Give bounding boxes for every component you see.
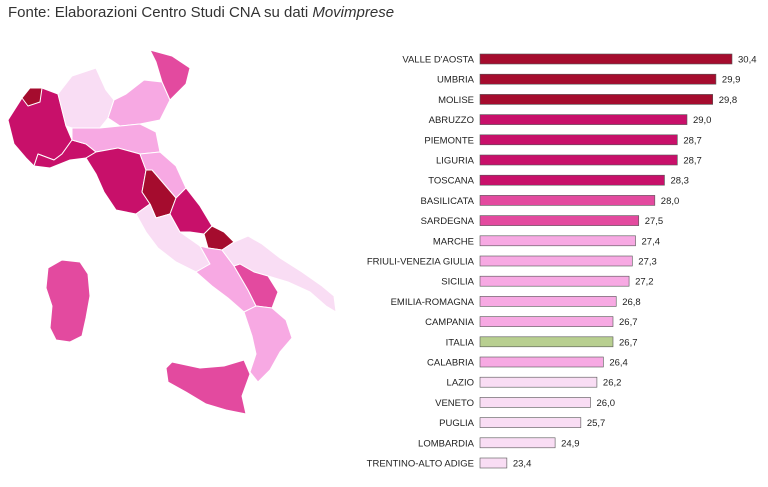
bar — [479, 134, 678, 146]
value-label: 29,9 — [722, 75, 741, 86]
bar — [479, 316, 614, 327]
bar — [479, 174, 665, 186]
map-region-friuli — [149, 49, 191, 101]
bar — [479, 356, 604, 368]
bar — [479, 53, 733, 65]
map-region-valle-daosta — [21, 87, 43, 107]
map-region-basilicata — [233, 263, 279, 309]
value-label: 27,3 — [638, 257, 657, 268]
value-label: 26,7 — [619, 337, 638, 348]
category-label: LAZIO — [447, 378, 474, 389]
category-label: CAMPANIA — [425, 317, 475, 328]
category-label: ITALIA — [446, 337, 475, 348]
value-label: 26,2 — [603, 378, 622, 389]
category-label: LIGURIA — [436, 156, 475, 167]
category-label: BASILICATA — [421, 196, 475, 207]
category-label: FRIULI-VENEZIA GIULIA — [367, 257, 475, 268]
value-label: 28,7 — [683, 156, 702, 167]
source-prefix: Fonte: Elaborazioni Centro Studi CNA su … — [8, 4, 309, 21]
category-label: CALABRIA — [427, 358, 475, 369]
bar — [479, 397, 591, 408]
map-region-sicilia — [165, 359, 251, 415]
map-region-sardegna — [45, 259, 91, 343]
bar — [479, 235, 636, 247]
value-label: 25,7 — [587, 418, 606, 429]
bar — [479, 296, 617, 307]
bar — [479, 255, 633, 267]
value-label: 26,7 — [619, 317, 638, 328]
value-label: 28,0 — [661, 196, 680, 207]
category-label: MOLISE — [438, 95, 474, 106]
value-label: 26,4 — [609, 358, 628, 369]
value-label: 27,4 — [642, 236, 661, 247]
bar — [479, 275, 630, 287]
bar — [479, 457, 508, 469]
value-label: 27,5 — [645, 216, 664, 227]
italy-map — [7, 45, 337, 415]
map-region-toscana — [85, 147, 151, 215]
bar — [479, 94, 714, 105]
map-region-calabria — [243, 305, 293, 383]
map-region-veneto — [107, 79, 171, 127]
source-note: Fonte: Elaborazioni Centro Studi CNA su … — [8, 4, 394, 21]
bar — [479, 114, 688, 125]
map-region-trentino — [95, 45, 157, 101]
value-label: 29,0 — [693, 115, 712, 126]
value-label: 26,0 — [596, 398, 615, 409]
value-label: 24,9 — [561, 438, 580, 449]
value-label: 27,2 — [635, 277, 654, 288]
value-label: 26,8 — [622, 297, 641, 308]
bar — [479, 376, 598, 388]
bar — [479, 437, 556, 449]
category-label: TRENTINO-ALTO ADIGE — [367, 459, 474, 470]
category-label: PIEMONTE — [424, 135, 474, 146]
category-label: UMBRIA — [437, 75, 475, 86]
value-label: 28,3 — [670, 176, 689, 187]
source-emphasis: Movimprese — [312, 4, 395, 21]
value-label: 30,4 — [738, 55, 757, 66]
category-label: LOMBARDIA — [418, 438, 475, 449]
bar — [479, 195, 656, 206]
bar — [479, 417, 582, 428]
category-label: MARCHE — [433, 236, 474, 247]
value-label: 23,4 — [513, 459, 532, 470]
category-label: EMILIA-ROMAGNA — [391, 297, 475, 308]
bar — [479, 215, 640, 226]
bar — [479, 73, 717, 85]
category-label: VENETO — [435, 398, 474, 409]
bar — [479, 336, 614, 348]
value-label: 29,8 — [719, 95, 738, 106]
bar — [479, 154, 678, 166]
category-label: SARDEGNA — [421, 216, 475, 227]
category-label: TOSCANA — [428, 176, 474, 187]
value-label: 28,7 — [683, 135, 702, 146]
category-label: ABRUZZO — [429, 115, 474, 126]
category-label: VALLE D'AOSTA — [402, 55, 474, 66]
bar-chart: VALLE D'AOSTA 30,4 UMBRIA 29,9 MOLISE 29,8 ABR… — [367, 53, 757, 470]
category-label: SICILIA — [441, 277, 474, 288]
category-label: PUGLIA — [439, 418, 475, 429]
